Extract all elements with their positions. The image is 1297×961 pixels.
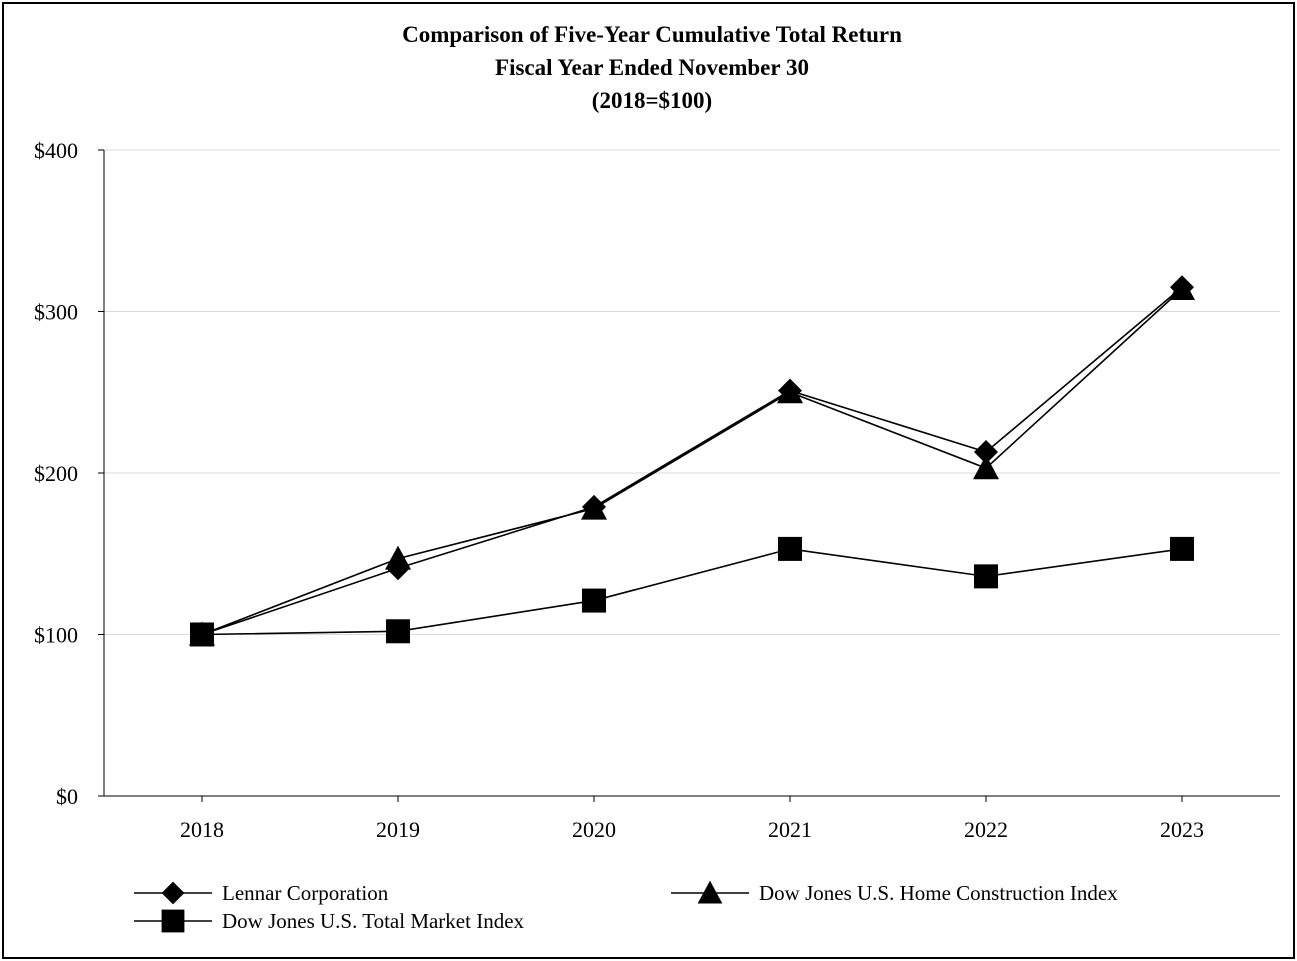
legend-label: Dow Jones U.S. Home Construction Index [759,881,1118,905]
series-line [201,286,1183,636]
data-point-triangle [973,455,999,480]
legend-marker-diamond [161,881,185,905]
legend-label: Dow Jones U.S. Total Market Index [222,909,525,933]
data-point-triangle [581,495,607,520]
data-point-square [974,564,998,589]
y-tick-label: $200 [34,461,78,486]
data-point-square [778,536,802,561]
series-line [201,548,1183,636]
y-tick-label: $0 [56,784,78,809]
data-point-triangle [1169,275,1195,300]
data-point-diamond [974,440,998,465]
x-tick-label: 2020 [572,817,616,842]
data-point-square [582,588,606,613]
y-tick-label: $100 [34,623,78,648]
series-line [201,288,1183,636]
x-tick-label: 2021 [768,817,812,842]
data-point-square [1170,536,1194,561]
legend-marker-triangle [697,880,723,904]
y-tick-label: $400 [34,138,78,163]
x-tick-label: 2018 [180,817,224,842]
data-point-square [386,619,410,644]
x-tick-label: 2019 [376,817,420,842]
chart-subtitle-2: (2018=$100) [592,88,712,113]
legend-label: Lennar Corporation [222,881,389,905]
y-tick-label: $300 [34,300,78,325]
data-point-triangle [777,379,803,404]
legend-marker-square [161,909,185,933]
data-point-triangle [385,545,411,570]
line-chart: Comparison of Five-Year Cumulative Total… [34,22,1280,933]
x-tick-label: 2022 [964,817,1008,842]
chart-title: Comparison of Five-Year Cumulative Total… [402,22,902,47]
chart-subtitle-1: Fiscal Year Ended November 30 [495,55,809,80]
data-point-square [190,622,214,647]
x-tick-label: 2023 [1160,817,1204,842]
